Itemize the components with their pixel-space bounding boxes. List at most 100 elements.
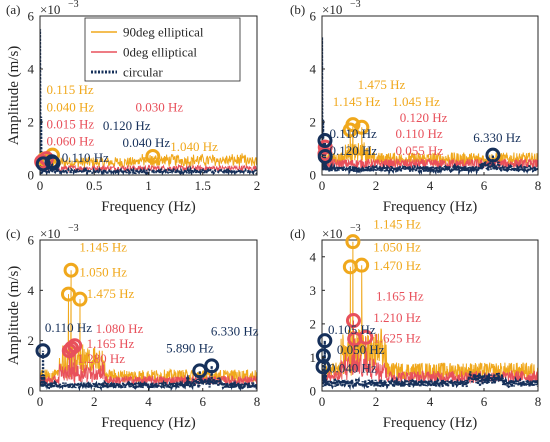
x-tick-label: 2 — [91, 394, 98, 409]
x-tick-label: 4 — [145, 394, 152, 409]
x-tick-label: 0 — [37, 178, 44, 193]
peak-marker-circ — [45, 155, 61, 171]
peak-annotation: 0.040 Hz — [122, 135, 170, 150]
peak-annotation: 1.280 Hz — [77, 351, 125, 366]
exponent-label: ×10 — [40, 2, 60, 17]
peak-marker-circ — [317, 133, 333, 149]
y-tick-label: 2 — [310, 316, 317, 331]
peak-marker-ell90 — [72, 291, 88, 307]
peak-marker-ell0 — [317, 139, 333, 155]
exponent-power: −3 — [68, 223, 79, 234]
peak-annotation: 0.120 Hz — [330, 143, 378, 158]
x-tick-label: 4 — [427, 394, 434, 409]
peak-annotation: 1.080 Hz — [96, 321, 144, 336]
legend-label: circular — [123, 65, 163, 80]
peak-marker-ell0 — [67, 338, 83, 354]
x-axis-label: Frequency (Hz) — [383, 199, 478, 215]
peak-annotation: 0.040 Hz — [47, 99, 95, 114]
y-tick-label: 4 — [28, 62, 35, 77]
x-axis-label: Frequency (Hz) — [383, 415, 478, 431]
peak-marker-circ — [35, 343, 51, 359]
exponent-power: −3 — [350, 223, 361, 234]
peak-annotation: 0.120 Hz — [400, 110, 448, 125]
y-tick-label: 4 — [28, 283, 35, 298]
panel-label: (d) — [290, 226, 305, 241]
peak-annotation: 1.145 Hz — [373, 216, 421, 231]
series-line-circ — [322, 340, 538, 391]
peak-annotation: 0.040 Hz — [329, 361, 377, 376]
peak-marker-ell90 — [354, 257, 370, 273]
y-tick-label: 2 — [28, 115, 35, 130]
y-axis-label: Amplitude (m/s) — [6, 266, 22, 366]
peak-annotation: 0.115 Hz — [47, 82, 94, 97]
peak-annotation: 6.330 Hz — [473, 130, 521, 145]
y-tick-label: 0 — [310, 384, 317, 399]
x-tick-label: 4 — [427, 178, 434, 193]
peak-marker-circ — [317, 333, 333, 349]
peak-annotation: 0.050 Hz — [337, 342, 385, 357]
peak-marker-circ — [315, 359, 331, 375]
peak-marker-ell90 — [342, 122, 358, 138]
peak-marker-circ — [317, 148, 333, 164]
peak-annotation: 1.475 Hz — [358, 77, 406, 92]
peak-annotation: 6.330 Hz — [211, 324, 259, 339]
peak-annotation: 1.045 Hz — [392, 94, 440, 109]
y-tick-label: 2 — [28, 333, 35, 348]
peak-annotation: 1.165 Hz — [376, 288, 424, 303]
panel-2: 0 2 4 6 8 0 2 4 6 (c) ×10 −3 Frequency (Hz) Amplitude… — [6, 223, 260, 431]
peak-annotation: 1.145 Hz — [333, 94, 381, 109]
peak-annotation: 0.015 Hz — [47, 117, 95, 132]
peak-annotation: 0.110 Hz — [62, 150, 109, 165]
peak-annotation: 1.625 Hz — [373, 330, 421, 345]
panel-label: (a) — [6, 2, 20, 17]
x-tick-label: 8 — [254, 394, 261, 409]
peak-annotation: 0.060 Hz — [47, 133, 95, 148]
series-line-ell0 — [322, 147, 538, 170]
x-tick-label: 0.5 — [86, 178, 102, 193]
y-tick-label: 0 — [28, 384, 35, 399]
panel-1: 0 2 4 6 8 0 2 4 6 (b) ×10 −3 Frequency (Hz) 1.475 Hz 1… — [290, 0, 541, 215]
peak-annotation: 5.890 Hz — [166, 341, 214, 356]
panel-label: (c) — [6, 226, 20, 241]
exponent-power: −3 — [350, 0, 361, 10]
y-tick-label: 6 — [310, 9, 317, 24]
peak-marker-ell0 — [345, 313, 361, 329]
y-tick-label: 1 — [310, 350, 317, 365]
y-tick-label: 6 — [28, 233, 35, 248]
x-tick-label: 0 — [37, 394, 44, 409]
y-tick-label: 6 — [28, 9, 35, 24]
peak-marker-circ — [192, 363, 208, 379]
x-tick-label: 2 — [254, 178, 261, 193]
panel-label: (b) — [290, 2, 305, 17]
peak-marker-ell90 — [345, 234, 361, 250]
x-tick-label: 2 — [373, 178, 380, 193]
x-tick-label: 0 — [319, 178, 326, 193]
peak-marker-circ — [35, 156, 51, 172]
y-tick-label: 2 — [310, 115, 317, 130]
peak-annotation: 0.105 Hz — [328, 322, 376, 337]
y-axis-label: Amplitude (m/s) — [6, 46, 22, 146]
peak-annotation: 0.110 Hz — [395, 126, 442, 141]
peak-annotation: 0.110 Hz — [330, 126, 377, 141]
exponent-label: ×10 — [322, 226, 342, 241]
peak-annotation: 1.470 Hz — [373, 258, 421, 273]
peak-annotation: 1.050 Hz — [79, 264, 127, 279]
legend-label: 0deg elliptical — [123, 45, 197, 60]
peak-marker-circ — [204, 358, 220, 374]
series-line-circ — [40, 350, 257, 391]
peak-annotation: 1.040 Hz — [170, 139, 218, 154]
exponent-label: ×10 — [322, 2, 342, 17]
legend: 90deg elliptical 0deg elliptical circular — [84, 17, 241, 82]
peak-marker-circ — [485, 147, 501, 163]
series-line-ell90 — [322, 124, 538, 167]
panel-3: 0 2 4 6 8 0 1 2 3 4 (d) ×10 −3 Frequency (Hz) 1.145 Hz… — [290, 216, 541, 431]
peak-annotation: 1.145 Hz — [79, 239, 127, 254]
peak-marker-ell0 — [358, 329, 374, 345]
peak-annotation: 1.475 Hz — [87, 286, 135, 301]
peak-annotation: 0.030 Hz — [135, 99, 183, 114]
exponent-power: −3 — [68, 0, 79, 10]
peak-annotation: 0.110 Hz — [45, 320, 92, 335]
x-tick-label: 8 — [535, 394, 542, 409]
peak-marker-ell90 — [63, 262, 79, 278]
x-tick-label: 8 — [535, 178, 542, 193]
